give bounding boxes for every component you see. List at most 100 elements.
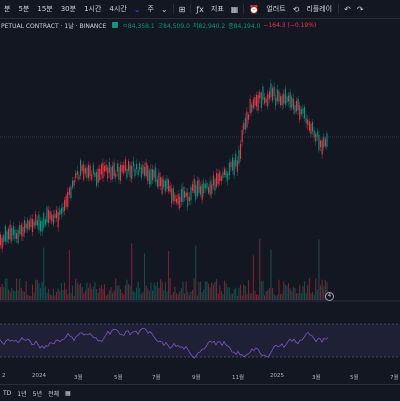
- candle-body: [188, 196, 190, 202]
- volume-bar: [139, 288, 141, 300]
- calendar-icon[interactable]: ▦: [65, 389, 71, 397]
- volume-bar: [24, 291, 26, 300]
- volume-bar: [4, 278, 6, 300]
- candle-body: [315, 134, 317, 142]
- candle-body: [270, 83, 272, 98]
- interval-15m[interactable]: 15분: [37, 5, 53, 13]
- indicator-badge[interactable]: 4: [325, 292, 334, 301]
- volume-bar: [148, 291, 150, 300]
- volume-bar: [153, 282, 155, 300]
- candle-body: [257, 95, 259, 111]
- candles-icon[interactable]: ⊞: [178, 4, 186, 14]
- volume-bar: [68, 249, 70, 300]
- candle-body: [148, 170, 150, 184]
- interval-4h[interactable]: 4시간: [109, 5, 127, 13]
- volume-bar: [316, 289, 318, 300]
- range-ytd[interactable]: TD: [3, 389, 12, 397]
- layout-icon[interactable]: ▦: [230, 4, 239, 14]
- alert-button[interactable]: 얼러트: [266, 5, 286, 13]
- volume-bar: [326, 281, 328, 300]
- candle-body: [241, 129, 243, 143]
- volume-bar: [204, 281, 206, 300]
- candle-body: [169, 185, 171, 193]
- candle-body: [68, 187, 70, 195]
- volume-bar: [36, 279, 38, 300]
- candle-body: [284, 88, 286, 105]
- volume-bar: [292, 286, 294, 300]
- volume-bar: [251, 293, 253, 300]
- candle-body: [232, 157, 234, 171]
- replay-icon[interactable]: ⟲: [292, 4, 300, 14]
- volume-bar: [299, 285, 301, 300]
- candle-body: [176, 198, 178, 203]
- candle-body: [97, 168, 99, 183]
- volume-bar: [49, 294, 51, 300]
- volume-bar: [192, 289, 194, 300]
- candle-body: [100, 164, 102, 175]
- undo-icon[interactable]: ↶: [344, 4, 351, 14]
- redo-icon[interactable]: ↷: [356, 4, 364, 14]
- volume-bar: [248, 280, 250, 300]
- candle-body: [64, 200, 66, 211]
- time-axis[interactable]: 2 2024 3월 5월 7월 9월 11월 2025 3월 5월 7월: [0, 370, 400, 384]
- volume-bar: [83, 293, 85, 300]
- interval-30m[interactable]: 30분: [60, 5, 77, 13]
- symbol-legend: PETUAL CONTRACT · 1날 · BINANCE ㅇ84,358.1…: [0, 19, 319, 31]
- interval-weekly[interactable]: 주: [147, 5, 154, 13]
- candle-body: [174, 194, 176, 202]
- volume-bar: [252, 255, 254, 300]
- candle-body: [294, 105, 296, 113]
- candle-body: [27, 219, 29, 230]
- candle-body: [235, 153, 237, 167]
- volume-bar: [158, 287, 160, 300]
- replay-button[interactable]: 리플레이: [306, 5, 333, 13]
- candle-body: [153, 170, 155, 178]
- candle-body: [43, 213, 45, 228]
- candle-body: [222, 172, 224, 179]
- range-1y[interactable]: 1년: [17, 390, 27, 398]
- volume-bar: [86, 282, 88, 300]
- candle-body: [184, 191, 186, 198]
- candle-body: [316, 131, 318, 137]
- indicators-icon[interactable]: ƒx: [196, 4, 204, 14]
- candle-body: [324, 138, 326, 147]
- volume-bar: [214, 282, 216, 300]
- volume-bar: [142, 291, 144, 300]
- price-chart[interactable]: [0, 0, 400, 370]
- candle-body: [36, 220, 38, 226]
- candle-body: [156, 179, 158, 187]
- candle-body: [158, 172, 160, 187]
- candle-body: [140, 167, 142, 178]
- divider: [190, 4, 192, 14]
- volume-bar: [80, 283, 82, 300]
- interval-1m[interactable]: 분: [4, 5, 11, 13]
- candle-body: [75, 173, 77, 179]
- candle-body: [283, 94, 285, 104]
- volume-bar: [257, 294, 259, 300]
- candle-body: [198, 179, 200, 193]
- chevron-down-icon[interactable]: ⌄: [160, 4, 168, 14]
- range-5y[interactable]: 5년: [32, 390, 42, 398]
- chevron-down-icon[interactable]: ⌄: [133, 4, 141, 14]
- candle-body: [142, 164, 144, 174]
- interval-5m[interactable]: 5분: [18, 5, 30, 13]
- interval-1h[interactable]: 1시간: [84, 5, 102, 13]
- candle-body: [212, 175, 214, 186]
- candle-body: [35, 214, 37, 226]
- candle-body: [11, 227, 13, 242]
- volume-bar: [196, 295, 198, 300]
- candle-body: [291, 96, 293, 108]
- volume-bar: [286, 285, 288, 300]
- volume-bar: [110, 286, 112, 300]
- indicators-button[interactable]: 지표: [210, 5, 224, 13]
- candle-body: [206, 182, 208, 189]
- volume-bar: [94, 282, 96, 300]
- volume-bar: [99, 287, 101, 300]
- candle-body: [115, 173, 117, 178]
- volume-bar: [27, 294, 29, 300]
- symbol-title[interactable]: PETUAL CONTRACT · 1날 · BINANCE: [1, 22, 107, 30]
- volume-bar: [54, 295, 56, 300]
- volume-bar: [208, 283, 210, 300]
- range-all[interactable]: 전체: [47, 390, 60, 398]
- alert-icon[interactable]: ⏰: [249, 4, 260, 14]
